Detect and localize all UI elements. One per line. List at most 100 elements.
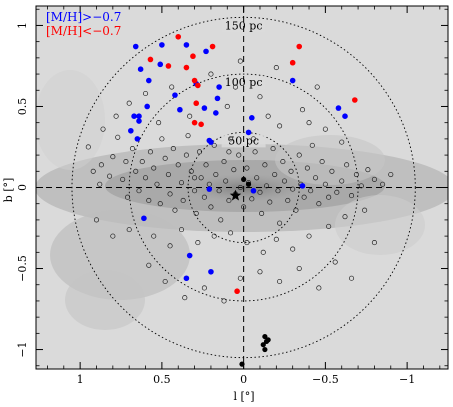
metal-rich-point bbox=[208, 139, 214, 145]
open-star-point bbox=[125, 194, 131, 200]
open-star-point bbox=[281, 178, 288, 184]
open-star-point bbox=[365, 167, 371, 173]
open-star-point bbox=[154, 181, 160, 187]
open-star-point bbox=[183, 152, 189, 158]
open-star-point bbox=[277, 278, 283, 285]
black-star-point bbox=[265, 337, 271, 343]
open-star-point bbox=[244, 240, 250, 246]
open-star-point bbox=[170, 146, 176, 152]
black-star-point bbox=[241, 176, 247, 182]
open-star-point bbox=[211, 233, 217, 239]
open-star-point bbox=[98, 162, 104, 168]
open-star-point bbox=[237, 184, 243, 191]
open-star-point bbox=[120, 176, 126, 182]
open-star-point bbox=[259, 210, 265, 216]
black-star-point bbox=[260, 342, 266, 348]
open-star-point bbox=[228, 136, 234, 142]
open-star-point bbox=[296, 152, 302, 158]
open-star-point bbox=[308, 188, 314, 194]
open-star-point bbox=[280, 159, 286, 165]
metal-poor-point bbox=[191, 119, 198, 126]
open-star-point bbox=[371, 240, 377, 246]
open-star-point bbox=[273, 65, 279, 71]
open-star-point bbox=[288, 168, 294, 174]
unclassified-star-points bbox=[85, 58, 394, 304]
metal-rich-point bbox=[206, 186, 213, 192]
open-star-point bbox=[228, 230, 234, 236]
open-star-point bbox=[299, 107, 306, 113]
open-star-point bbox=[254, 175, 260, 181]
open-star-point bbox=[110, 154, 116, 160]
open-star-point bbox=[293, 207, 299, 213]
open-star-point bbox=[348, 275, 355, 281]
open-star-point bbox=[285, 197, 291, 204]
open-star-point bbox=[178, 227, 185, 233]
open-star-point bbox=[290, 186, 296, 192]
open-star-point bbox=[208, 204, 214, 210]
open-star-point bbox=[208, 71, 214, 77]
open-star-point bbox=[167, 243, 173, 249]
open-star-point bbox=[250, 136, 256, 142]
open-star-point bbox=[267, 199, 273, 205]
open-star-point bbox=[126, 227, 132, 233]
open-star-point bbox=[126, 100, 132, 106]
open-star-point bbox=[313, 175, 319, 181]
metal-rich-point bbox=[289, 77, 296, 84]
open-star-point bbox=[151, 165, 157, 171]
axis-guide-lines bbox=[36, 6, 448, 369]
open-star-point bbox=[193, 210, 199, 216]
open-star-point bbox=[296, 265, 302, 272]
open-star-point bbox=[165, 171, 171, 178]
open-star-point bbox=[232, 84, 239, 90]
open-star-point bbox=[211, 142, 217, 148]
circle-label-background bbox=[221, 19, 266, 33]
open-star-point bbox=[237, 275, 243, 281]
galactic-center-marker bbox=[229, 189, 242, 201]
open-star-point bbox=[201, 194, 207, 200]
open-star-point bbox=[175, 162, 181, 168]
metal-rich-point bbox=[245, 129, 252, 136]
open-star-point bbox=[123, 159, 129, 165]
open-star-point bbox=[85, 144, 91, 150]
open-star-point bbox=[223, 178, 229, 184]
open-star-point bbox=[257, 94, 263, 100]
open-star-point bbox=[203, 162, 209, 168]
y-tick-label: −0.5 bbox=[16, 255, 29, 282]
circle-label-background bbox=[221, 76, 266, 90]
open-star-point bbox=[221, 159, 227, 165]
open-star-point bbox=[329, 168, 335, 174]
legend: [M/H]>−0.7 [M/H]<−0.7 bbox=[46, 10, 121, 38]
open-star-point bbox=[133, 168, 139, 174]
y-axis-label: b [°] bbox=[2, 178, 15, 203]
open-star-point bbox=[326, 194, 332, 200]
open-star-point bbox=[146, 197, 152, 204]
open-star-point bbox=[342, 214, 348, 220]
open-star-point bbox=[113, 113, 119, 119]
open-star-point bbox=[221, 298, 227, 304]
open-star-point bbox=[244, 165, 250, 171]
open-star-point bbox=[304, 165, 310, 171]
open-star-point bbox=[142, 175, 149, 181]
open-star-point bbox=[290, 246, 296, 252]
open-star-point bbox=[162, 278, 168, 285]
open-star-point bbox=[185, 133, 191, 139]
open-star-point bbox=[142, 90, 149, 97]
open-star-point bbox=[100, 126, 106, 132]
open-star-point bbox=[167, 191, 173, 197]
open-star-point bbox=[301, 194, 307, 200]
metal-rich-point bbox=[141, 215, 147, 222]
open-star-point bbox=[147, 149, 153, 155]
y-tick-label: 0.5 bbox=[16, 98, 29, 116]
y-tick-label: 1 bbox=[16, 22, 29, 29]
metal-poor-point bbox=[191, 77, 198, 84]
metal-poor-point bbox=[296, 43, 303, 50]
black-star-point bbox=[245, 181, 252, 187]
open-star-point bbox=[159, 136, 165, 142]
open-star-point bbox=[272, 171, 278, 178]
open-star-point bbox=[97, 181, 103, 187]
open-star-point bbox=[348, 193, 355, 199]
metal-rich-point bbox=[250, 187, 257, 194]
open-star-point bbox=[226, 149, 232, 155]
open-star-point bbox=[188, 168, 194, 174]
